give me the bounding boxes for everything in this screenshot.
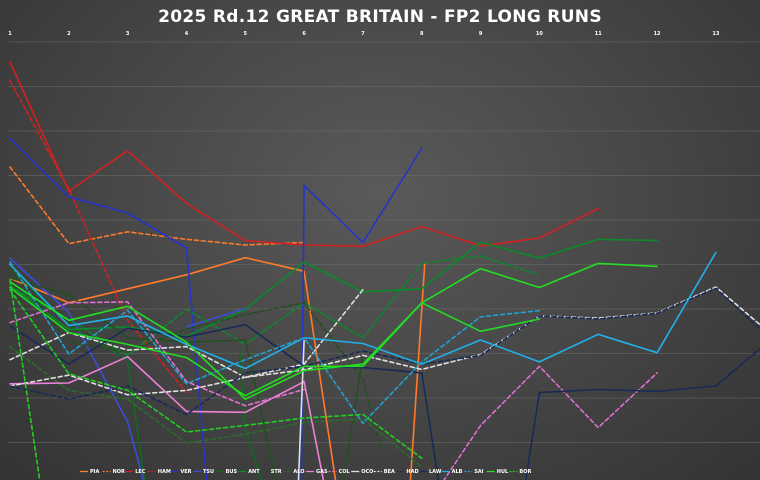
series-line-str: [9, 266, 382, 449]
legend-label-nor: NOR: [113, 469, 125, 475]
legend: PIA NOR LEC HAM VER TSU BUS ANT STR ALO GAS COL OCO B…: [80, 469, 531, 475]
series-line-alb: [9, 251, 717, 370]
x-tick-label: 5: [244, 31, 248, 37]
x-tick-label: 9: [479, 31, 483, 37]
series-line: [442, 365, 658, 480]
series-line: [409, 263, 426, 480]
series-line-nor: [9, 166, 305, 246]
series-line-sai: [9, 261, 541, 425]
series-lines: [9, 61, 760, 480]
series-line: [9, 288, 423, 460]
legend-label-str: STR: [271, 469, 282, 475]
series-line: [9, 255, 541, 357]
series-line: [300, 147, 423, 480]
series-line: [238, 346, 262, 480]
x-tick-label: 1: [8, 31, 12, 37]
legend-label-col: COL: [339, 469, 351, 475]
x-tick-label: 10: [536, 31, 543, 37]
series-line-bea: [9, 286, 760, 379]
series-line-bor: [9, 279, 41, 479]
x-tick-label: 6: [302, 31, 306, 37]
series-line-bus: [9, 266, 146, 480]
series-line: [9, 262, 658, 397]
series-line: [342, 354, 364, 480]
x-tick-label: 12: [654, 31, 661, 37]
series-line-alo: [9, 345, 423, 468]
series-line: [9, 276, 277, 480]
x-tick-label: 13: [712, 31, 719, 37]
legend-label-pia: PIA: [90, 469, 100, 475]
legend-label-oco: OCO: [361, 469, 373, 475]
legend-label-sai: SAI: [474, 469, 483, 475]
series-line-col: [9, 301, 305, 407]
x-tick-label: 4: [185, 31, 189, 37]
legend-label-gas: GAS: [316, 469, 328, 475]
legend-label-ham: HAM: [158, 469, 171, 475]
x-tick-label: 11: [595, 31, 602, 37]
x-tick-label: 8: [420, 31, 424, 37]
x-tick-label: 7: [361, 31, 365, 37]
legend-label-hul: HUL: [497, 469, 509, 475]
series-line-hul: [9, 280, 541, 401]
series-line-tsu: [9, 257, 145, 480]
series-line-ant: [9, 238, 658, 338]
legend-label-lec: LEC: [135, 469, 146, 475]
chart-title: 2025 Rd.12 GREAT BRITAIN - FP2 LONG RUNS: [158, 7, 602, 27]
series-line: [524, 347, 760, 480]
legend-label-alb: ALB: [452, 469, 463, 475]
legend-label-bus: BUS: [226, 469, 238, 475]
legend-label-had: HAD: [406, 469, 418, 475]
legend-label-law: LAW: [429, 469, 442, 475]
x-axis-ticks: 1 2 3 4 5 6 7 8 9 10 11 12 13: [8, 31, 720, 37]
series-line-had: [9, 287, 760, 416]
series-line-law: [9, 323, 440, 480]
series-line-gas: [9, 355, 325, 480]
series-line-pia: [9, 256, 337, 480]
x-tick-label: 2: [67, 31, 71, 37]
legend-label-tsu: TSU: [203, 469, 214, 475]
legend-label-bea: BEA: [384, 469, 395, 475]
legend-label-ant: ANT: [248, 469, 260, 475]
x-tick-label: 3: [126, 31, 130, 37]
legend-label-ver: VER: [180, 469, 191, 475]
legend-label-alo: ALO: [293, 469, 304, 475]
legend-label-bor: BOR: [519, 469, 531, 475]
series-line: [185, 307, 247, 328]
series-line: [9, 288, 364, 396]
